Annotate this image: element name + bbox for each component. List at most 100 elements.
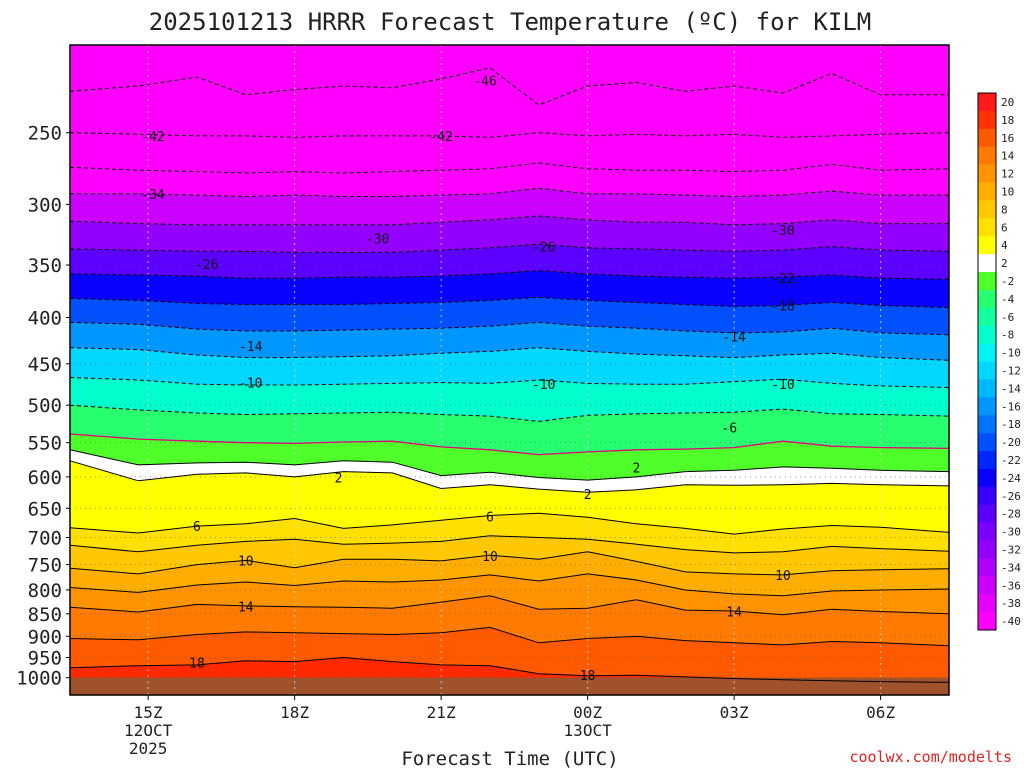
colorbar-swatch bbox=[978, 146, 996, 165]
fill-band bbox=[70, 132, 949, 173]
y-tick-label: 350 bbox=[28, 255, 62, 277]
colorbar-swatch bbox=[978, 110, 996, 130]
contour-line bbox=[69, 270, 950, 280]
colorbar-label: 16 bbox=[1001, 132, 1014, 145]
chart-title: 2025101213 HRRR Forecast Temperature (ºC… bbox=[149, 8, 871, 36]
contour-line bbox=[69, 243, 950, 253]
fill-band bbox=[70, 270, 949, 308]
y-tick-label: 700 bbox=[28, 527, 62, 549]
fill-band bbox=[70, 434, 949, 481]
x-axis-title: Forecast Time (UTC) bbox=[401, 748, 618, 768]
contour-label: -46 bbox=[473, 75, 496, 90]
colorbar-label: -32 bbox=[1001, 543, 1021, 556]
contour-label: -14 bbox=[239, 340, 263, 355]
colorbar-swatch bbox=[978, 218, 996, 237]
fill-band bbox=[70, 45, 949, 105]
y-tick-label: 600 bbox=[28, 467, 62, 489]
contour-label: 2 bbox=[584, 488, 592, 503]
x-tick-label: 00Z bbox=[573, 703, 602, 722]
plot-frame bbox=[69, 44, 950, 696]
y-tick-label: 750 bbox=[28, 555, 62, 577]
colorbar-label: 4 bbox=[1001, 239, 1008, 252]
contour-label: -18 bbox=[771, 300, 794, 315]
credit-text[interactable]: coolwx.com/modelts bbox=[849, 748, 1012, 766]
colorbar-swatch bbox=[978, 272, 996, 291]
colorbar-swatch bbox=[978, 361, 996, 380]
contour-line bbox=[69, 377, 950, 388]
contour-line bbox=[69, 67, 949, 106]
colorbar-swatch bbox=[978, 379, 996, 398]
colorbar-label: -36 bbox=[1001, 579, 1021, 592]
contour-line bbox=[69, 162, 950, 174]
colorbar-label: -10 bbox=[1001, 347, 1021, 360]
colorbar-label: -40 bbox=[1001, 615, 1021, 628]
colorbar-swatch bbox=[978, 289, 996, 309]
contour-line bbox=[69, 321, 950, 336]
colorbar-swatch bbox=[978, 164, 996, 183]
y-tick-label: 250 bbox=[28, 123, 62, 145]
contour-line bbox=[69, 626, 950, 647]
contour-label: -6 bbox=[721, 421, 737, 436]
colorbar-swatch bbox=[978, 93, 996, 112]
colorbar-swatch bbox=[978, 540, 996, 559]
fill-band bbox=[70, 535, 949, 575]
colorbar-swatch bbox=[978, 468, 996, 488]
fill-band bbox=[70, 405, 949, 455]
y-tick-label: 650 bbox=[28, 498, 62, 520]
ground bbox=[70, 677, 949, 695]
contour-label: 14 bbox=[238, 600, 254, 615]
contour-label: -26 bbox=[195, 258, 218, 273]
contour-label: -30 bbox=[366, 232, 389, 247]
x-tick-date: 13OCT bbox=[564, 721, 613, 740]
contour-label: -10 bbox=[239, 377, 262, 392]
colorbar-label: -6 bbox=[1001, 311, 1014, 324]
contour-label: 14 bbox=[726, 605, 742, 620]
colorbar-swatch bbox=[978, 612, 996, 631]
colorbar-label: -8 bbox=[1001, 329, 1014, 342]
colorbar-swatch bbox=[978, 254, 996, 273]
contour-label: -30 bbox=[771, 224, 794, 239]
fill-band bbox=[70, 595, 949, 646]
colorbar-swatch bbox=[978, 451, 996, 470]
y-tick-label: 950 bbox=[28, 648, 62, 670]
fill-band bbox=[70, 513, 949, 553]
contour-label: 18 bbox=[580, 669, 596, 684]
x-tick-label: 06Z bbox=[866, 703, 895, 722]
colorbar-swatch bbox=[978, 325, 996, 344]
colorbar-label: 6 bbox=[1001, 221, 1008, 234]
x-tick-date: 12OCT bbox=[124, 721, 173, 740]
contour-label: 18 bbox=[189, 656, 205, 671]
colorbar-label: 18 bbox=[1001, 114, 1014, 127]
colorbar-label: -30 bbox=[1001, 526, 1021, 539]
colorbar-label: -4 bbox=[1001, 293, 1015, 306]
colorbar-swatch bbox=[978, 307, 996, 326]
y-tick-label: 900 bbox=[28, 626, 62, 648]
contour-label: 6 bbox=[193, 520, 201, 535]
contour-line bbox=[69, 296, 950, 308]
colorbar-swatch bbox=[978, 504, 996, 523]
colorbar-label: -22 bbox=[1001, 454, 1021, 467]
fill-band bbox=[70, 322, 949, 361]
colorbar-label: -18 bbox=[1001, 418, 1021, 431]
colorbar-label: 2 bbox=[1001, 257, 1008, 270]
contour-label: 10 bbox=[238, 554, 254, 569]
colorbar-swatch bbox=[978, 182, 996, 201]
contour-label: 6 bbox=[486, 511, 494, 526]
contour-line bbox=[69, 512, 950, 535]
contour-label: -14 bbox=[722, 331, 746, 346]
contour-label: 2 bbox=[335, 472, 343, 487]
x-tick-label: 18Z bbox=[280, 703, 309, 722]
contour-line bbox=[69, 573, 950, 597]
contour-label: -34 bbox=[141, 188, 165, 203]
y-tick-label: 1000 bbox=[16, 668, 62, 690]
colorbar-label: -2 bbox=[1001, 275, 1014, 288]
contour-label: 10 bbox=[775, 569, 791, 584]
fill-band bbox=[70, 449, 949, 493]
colorbar-label: 10 bbox=[1001, 185, 1014, 198]
colorbar-swatch bbox=[978, 594, 996, 613]
contour-label: 10 bbox=[482, 550, 498, 565]
colorbar-label: -16 bbox=[1001, 400, 1021, 413]
colorbar-label: -28 bbox=[1001, 508, 1021, 521]
contour-label: -42 bbox=[141, 130, 164, 145]
colorbar-swatch bbox=[978, 558, 996, 577]
